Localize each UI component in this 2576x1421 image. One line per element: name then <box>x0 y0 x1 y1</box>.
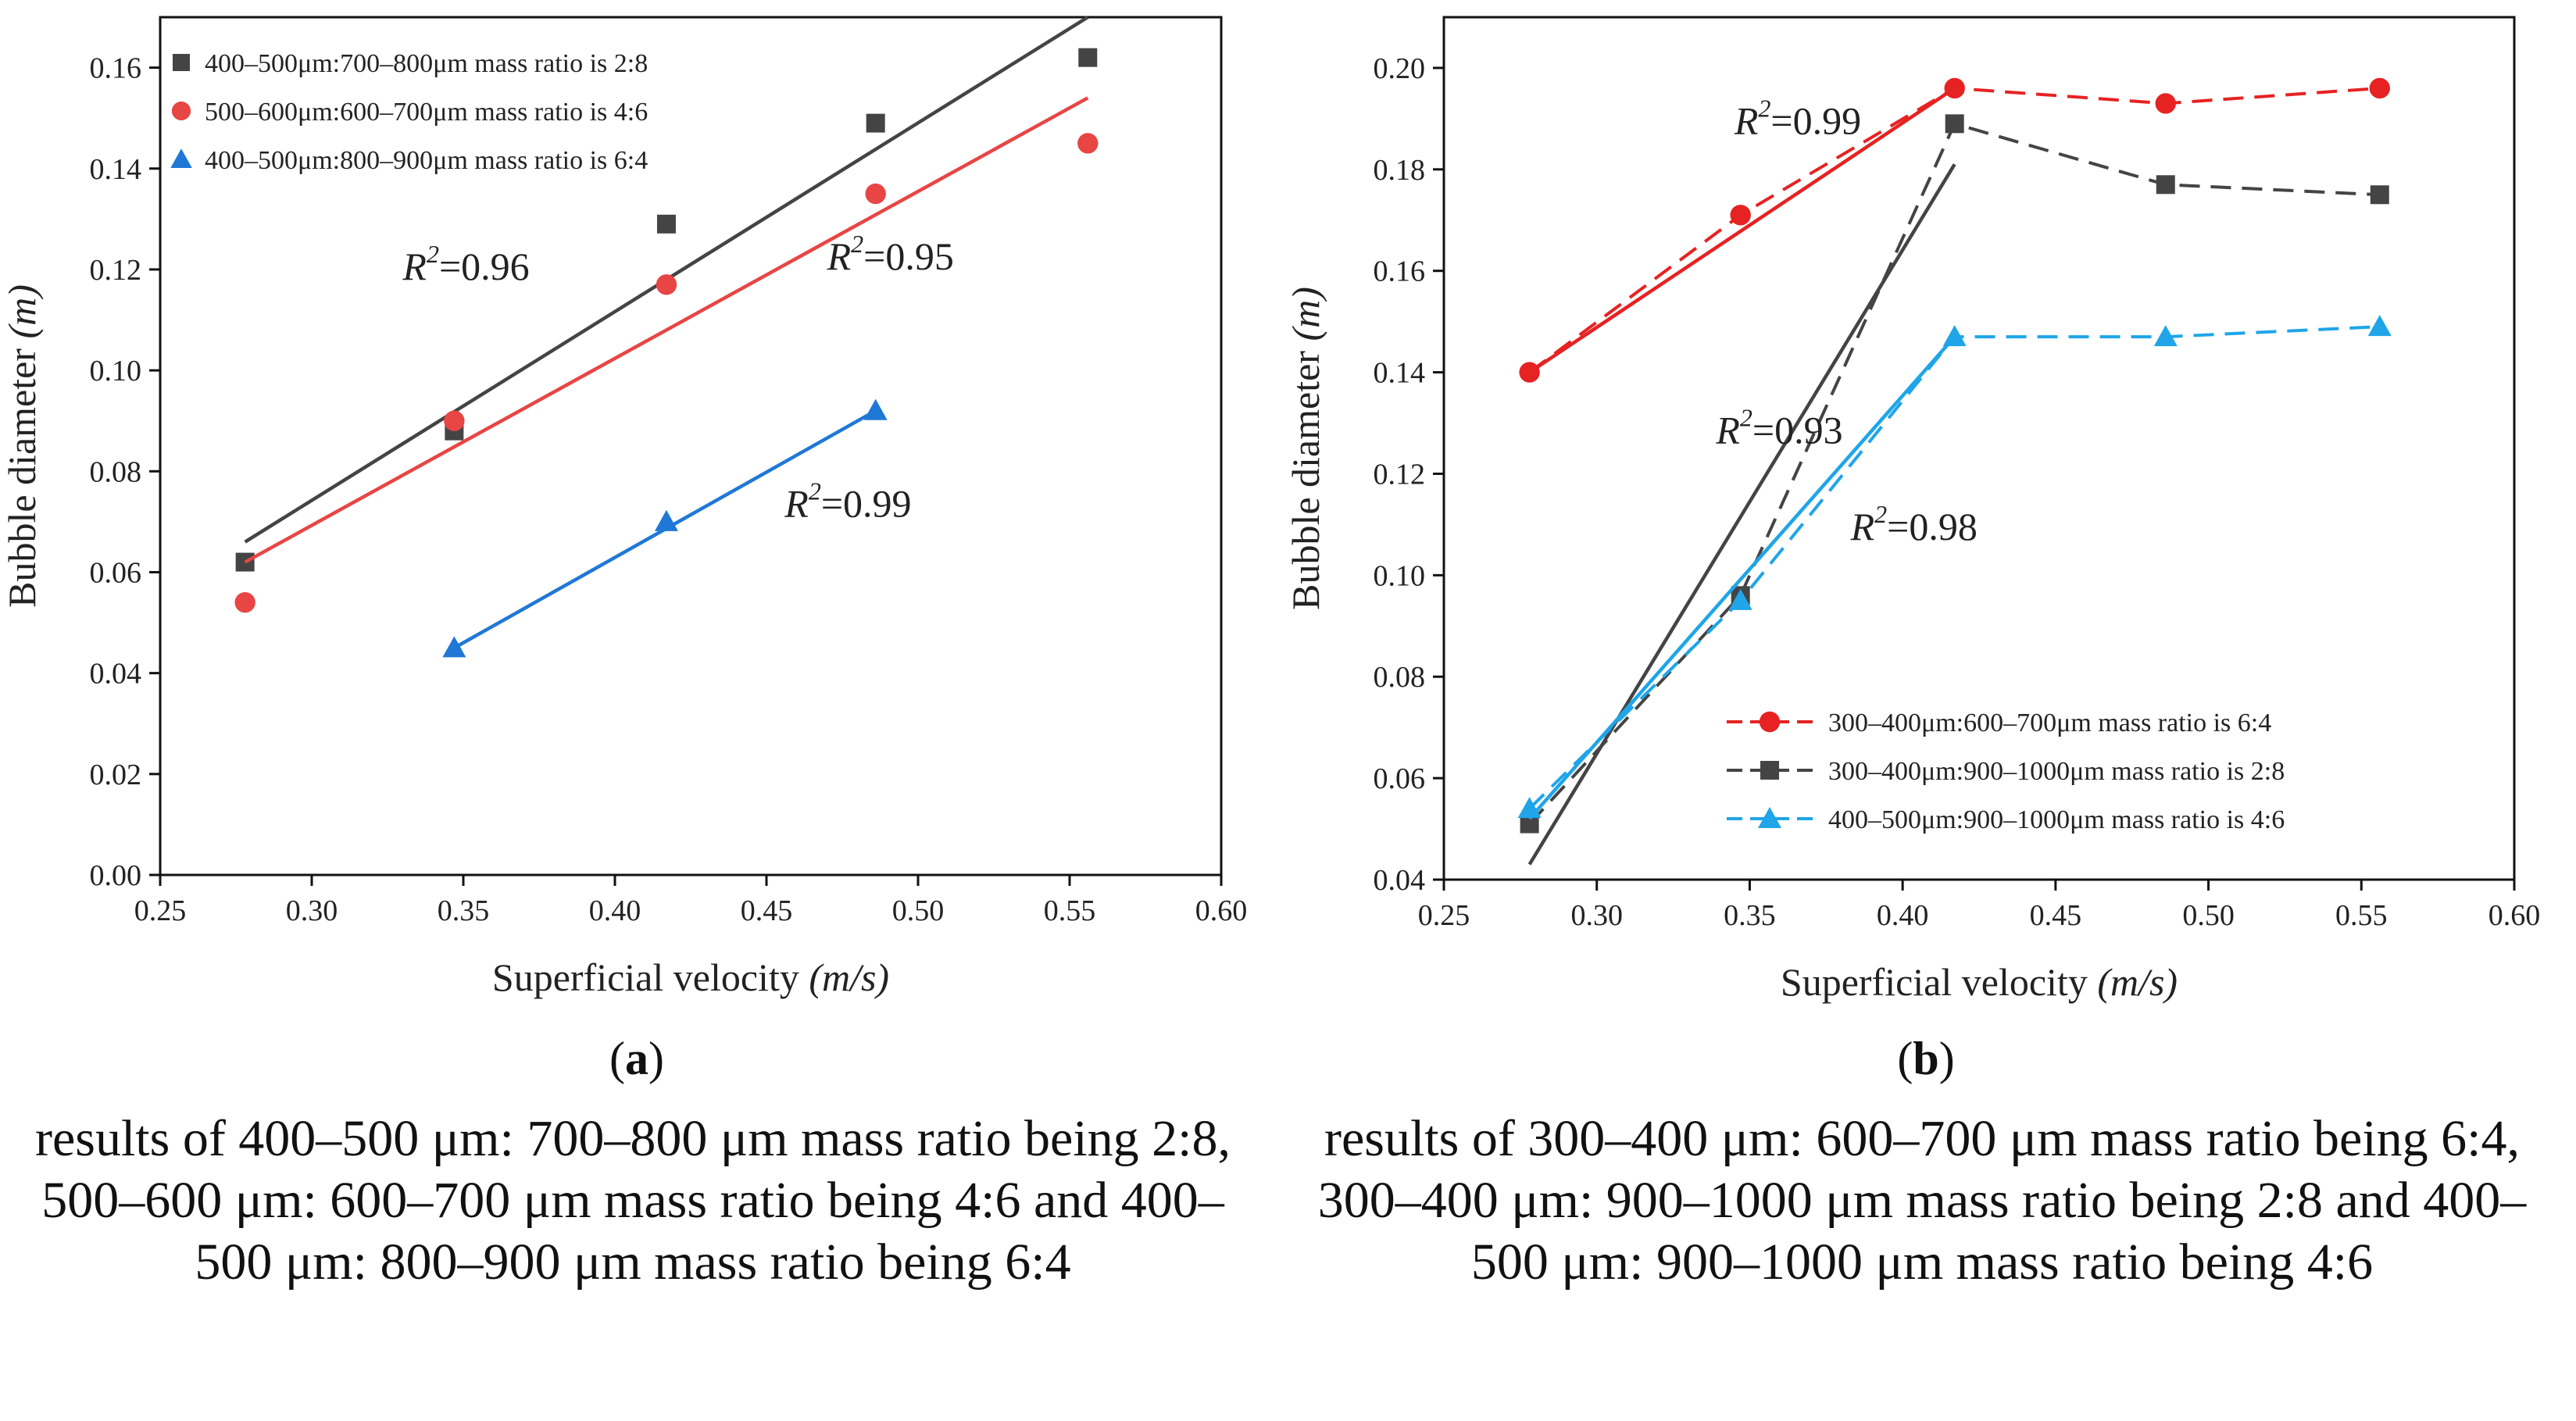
x-tick-label: 0.55 <box>2335 899 2388 932</box>
data-point <box>654 509 678 531</box>
data-point <box>234 592 255 613</box>
legend-marker <box>1758 807 1781 828</box>
data-point <box>2155 93 2176 114</box>
legend-label: 300–400μm:900–1000μm mass ratio is 2:8 <box>1828 757 2285 786</box>
data-point <box>863 398 888 420</box>
data-point <box>442 636 466 658</box>
x-tick-label: 0.35 <box>1724 899 1776 932</box>
data-point <box>1944 77 1965 99</box>
data-point <box>1728 588 1752 610</box>
y-tick-label: 0.08 <box>90 455 142 488</box>
data-point <box>865 183 886 205</box>
data-point <box>656 214 676 234</box>
y-axis-title: Bubble diameter (m) <box>1284 287 1327 610</box>
fit-line-2 <box>244 96 1089 564</box>
data-point <box>866 113 885 133</box>
x-axis-title: Superficial velocity (m/s) <box>1781 960 2178 1004</box>
y-tick-label: 0.08 <box>1374 661 1426 694</box>
chart-panel-a: 0.25 0.30 0.35 0.40 0.45 0.50 0.55 0.60 0.00 0.02… <box>0 16 1248 1084</box>
x-tick-label: 0.40 <box>589 894 641 927</box>
chart-panel-b: 0.25 0.30 0.35 0.40 0.45 0.50 0.55 0.60 0.04 0.06… <box>1284 16 2541 1084</box>
y-tick-label: 0.00 <box>90 859 142 892</box>
x-tick-label: 0.55 <box>1044 894 1096 927</box>
y-tick-label: 0.14 <box>90 153 142 186</box>
legend-label: 400–500μm:700–800μm mass ratio is 2:8 <box>205 49 648 78</box>
fit-line-1 <box>1528 87 1956 374</box>
data-point <box>2370 185 2389 205</box>
r2-annotation-2: R2=0.93 <box>1715 404 1842 452</box>
x-tick-label: 0.45 <box>2030 899 2082 932</box>
x-tick-label: 0.40 <box>1877 899 1929 932</box>
panel-label: (b) <box>1897 1033 1954 1084</box>
x-tick-label: 0.60 <box>2488 899 2541 932</box>
y-tick-label: 0.02 <box>90 759 142 791</box>
r2-annotation-3: R2=0.98 <box>1850 500 1978 548</box>
plot-frame <box>1442 16 2516 881</box>
caption-b: results of 300–400 μm: 600–700 μm mass r… <box>1317 1110 2527 1291</box>
data-point <box>444 410 465 431</box>
r2-annotation-1: R2=0.96 <box>402 240 529 288</box>
data-point <box>1519 362 1540 383</box>
legend-label: 500–600μm:600–700μm mass ratio is 4:6 <box>205 98 648 127</box>
y-tick-label: 0.16 <box>90 52 142 85</box>
legend-label: 400–500μm:800–900μm mass ratio is 6:4 <box>205 146 648 175</box>
data-point <box>2153 325 2178 347</box>
legend-marker <box>170 148 192 168</box>
legend-marker <box>171 101 191 121</box>
y-tick-label: 0.16 <box>1374 255 1426 288</box>
x-tick-label: 0.30 <box>1570 899 1623 932</box>
legend-label: 400–500μm:900–1000μm mass ratio is 4:6 <box>1828 805 2285 834</box>
y-tick-label: 0.12 <box>90 254 142 287</box>
y-tick-label: 0.06 <box>90 556 142 589</box>
r2-annotation-1: R2=0.99 <box>1734 94 1861 142</box>
y-tick-label: 0.12 <box>1374 458 1426 491</box>
data-point <box>1077 133 1099 154</box>
y-tick-label: 0.14 <box>1374 357 1426 390</box>
y-tick-label: 0.18 <box>1374 154 1426 187</box>
y-tick-label: 0.20 <box>1374 52 1426 85</box>
fit-line-3 <box>1527 335 1956 820</box>
data-point <box>656 274 677 295</box>
data-point <box>1945 114 1964 134</box>
legend-label: 300–400μm:600–700μm mass ratio is 6:4 <box>1828 709 2271 737</box>
legend-marker <box>1759 711 1781 733</box>
fit-line-2 <box>1527 163 1956 866</box>
data-point <box>2156 175 2175 195</box>
x-tick-label: 0.45 <box>741 894 793 927</box>
r2-annotation-3: R2=0.99 <box>784 477 911 525</box>
y-axis-title: Bubble diameter (m) <box>0 284 44 608</box>
data-point <box>1730 205 1751 226</box>
x-tick-label: 0.25 <box>134 894 187 927</box>
x-tick-label: 0.50 <box>892 894 945 927</box>
panel-label: (a) <box>609 1033 664 1084</box>
data-point <box>2367 315 2392 337</box>
data-point <box>2369 77 2390 99</box>
y-tick-label: 0.04 <box>1374 864 1426 897</box>
caption-a: results of 400–500 μm: 700–800 μm mass r… <box>35 1110 1231 1291</box>
y-tick-label: 0.10 <box>1374 559 1426 592</box>
data-point <box>1942 325 1967 347</box>
x-tick-label: 0.30 <box>286 894 338 927</box>
data-point <box>1517 797 1542 819</box>
legend-marker <box>173 54 190 71</box>
y-tick-label: 0.04 <box>90 658 142 691</box>
x-axis-title: Superficial velocity (m/s) <box>492 955 889 999</box>
x-tick-label: 0.60 <box>1195 894 1248 927</box>
legend-marker <box>1760 761 1779 780</box>
r2-annotation-2: R2=0.95 <box>827 230 954 278</box>
x-tick-label: 0.25 <box>1418 899 1470 932</box>
x-tick-label: 0.50 <box>2182 899 2235 932</box>
y-tick-label: 0.06 <box>1374 762 1426 795</box>
x-tick-label: 0.35 <box>438 894 490 927</box>
plot-frame <box>159 16 1223 877</box>
y-tick-label: 0.10 <box>90 355 142 387</box>
data-point <box>1078 48 1098 67</box>
